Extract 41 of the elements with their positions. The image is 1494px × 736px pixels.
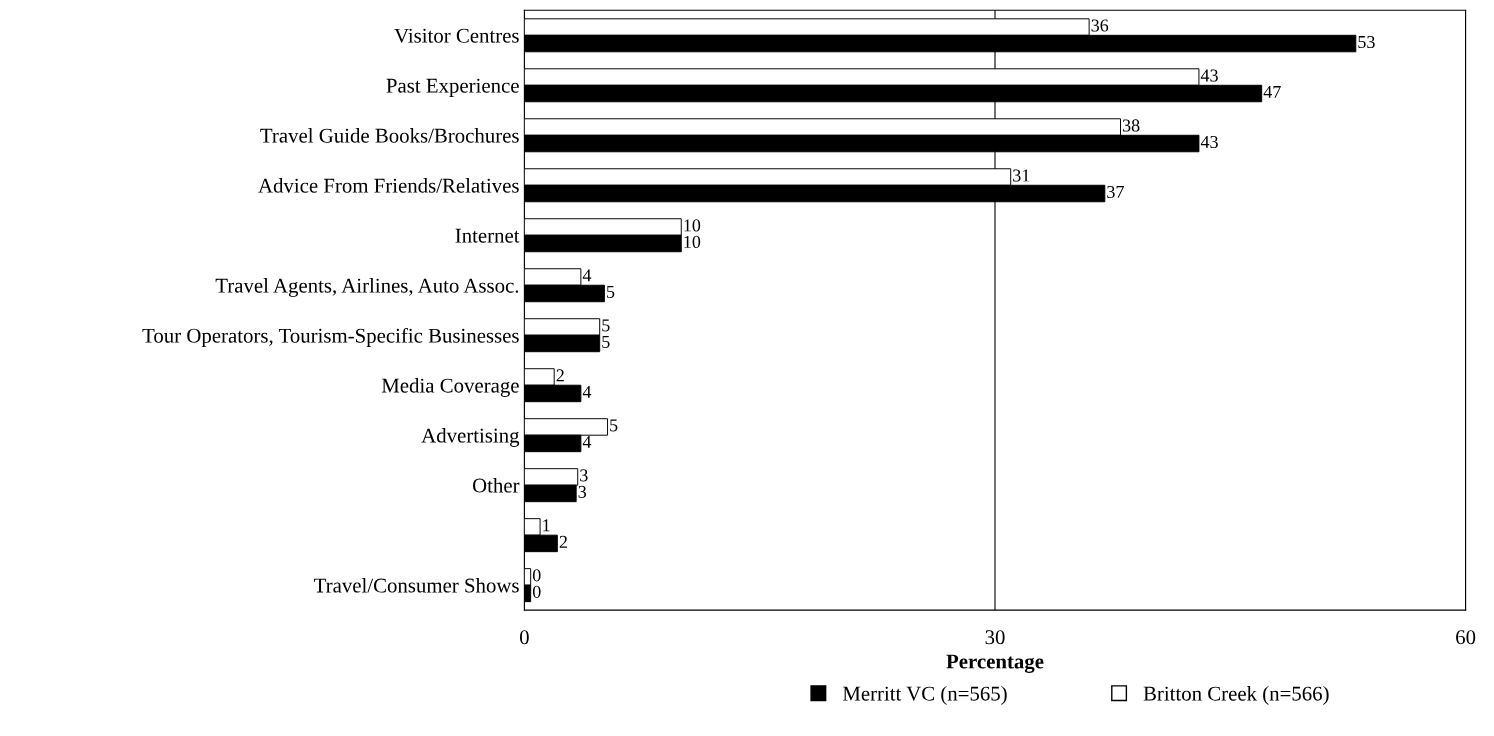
data-label: 53 [1358, 35, 1375, 49]
y-tick-label: Tour Operators, Tourism-Specific Businesses [142, 327, 519, 347]
data-label: 0 [532, 585, 541, 598]
y-tick-label: Media Coverage [381, 377, 519, 397]
data-label: 2 [559, 535, 567, 548]
y-tick-label: Visitor Centres [394, 28, 519, 43]
data-label: 43 [1200, 135, 1218, 149]
y-tick-label: Advertising [421, 427, 520, 447]
data-label: 5 [602, 319, 610, 332]
y-tick-label: Travel Agents, Airlines, Auto Assoc. [215, 278, 519, 297]
y-tick-label: Other [472, 477, 520, 493]
data-label: 4 [582, 435, 592, 448]
data-label: 5 [607, 286, 615, 298]
data-label: 0 [532, 569, 541, 582]
data-label: 4 [582, 385, 592, 398]
data-label: 47 [1263, 85, 1281, 98]
legend-label: Britton Creek (n=566) [1143, 686, 1329, 705]
y-tick-label: Past Experience [386, 78, 519, 97]
data-label: 5 [602, 335, 610, 348]
data-label: 5 [610, 419, 618, 432]
y-tick-label: Travel Guide Books/Brochures [260, 128, 519, 143]
data-label: 2 [556, 369, 564, 382]
data-label: 10 [684, 219, 701, 232]
data-label: 43 [1200, 69, 1218, 82]
data-label: 36 [1091, 19, 1109, 32]
x-tick-label: 60 [1456, 630, 1476, 645]
data-label: 1 [543, 519, 550, 532]
y-tick-label: Travel/Consumer Shows [314, 577, 519, 593]
y-tick-label: Internet [455, 228, 520, 243]
data-label: 3 [578, 485, 587, 498]
y-tick-label: Advice From Friends/Relatives [258, 178, 519, 193]
data-label: 10 [684, 235, 701, 249]
data-label: 37 [1107, 185, 1124, 199]
data-label: 31 [1013, 169, 1030, 182]
data-label: 38 [1122, 119, 1140, 132]
legend-label: Merritt VC (n=565) [842, 686, 1007, 705]
data-label: 3 [580, 469, 588, 482]
x-tick-label: 30 [985, 630, 1005, 645]
x-axis-title: Percentage [946, 654, 1044, 673]
data-label: 4 [582, 269, 592, 282]
x-tick-label: 0 [519, 630, 529, 645]
